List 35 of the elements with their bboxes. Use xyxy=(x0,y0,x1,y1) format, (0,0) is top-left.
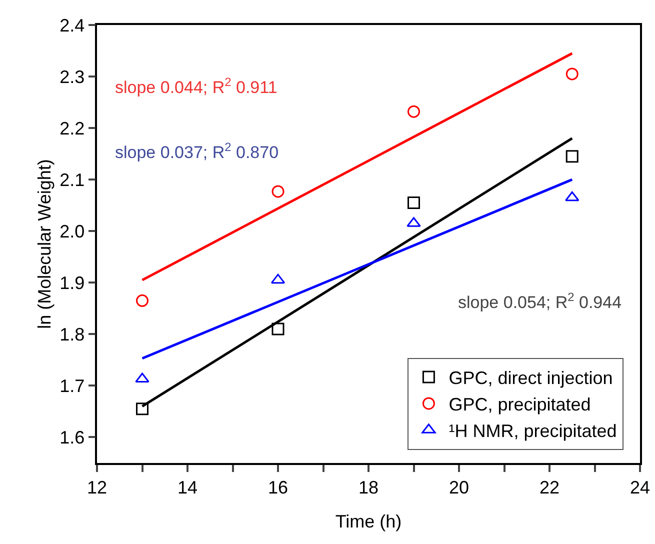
annotation: slope 0.044; R$^{2}$ 0.911 xyxy=(115,75,278,98)
legend-label: ¹H NMR, precipitated xyxy=(448,420,617,441)
x-axis-title: Time (h) xyxy=(335,512,402,532)
point xyxy=(408,196,420,210)
y-tick-label: 2.2 xyxy=(60,118,85,138)
y-tick-label: 2.0 xyxy=(60,221,85,242)
x-tick-label: 20 xyxy=(448,477,470,498)
point xyxy=(565,191,580,202)
y-tick-label: 1.8 xyxy=(60,324,85,344)
y-tick-label: 2.1 xyxy=(60,170,85,190)
annotation: slope 0.037; R$^{2}$ 0.870 xyxy=(115,140,279,162)
x-tick-label: 22 xyxy=(539,477,560,498)
x-tick-label: 24 xyxy=(630,477,650,498)
legend-label: GPC, precipitated xyxy=(448,394,591,414)
x-tick-label: 14 xyxy=(177,477,198,498)
point xyxy=(135,372,150,383)
point xyxy=(136,402,148,416)
legend-label: GPC, direct injection xyxy=(448,368,613,388)
y-tick-label: 1.6 xyxy=(60,428,85,448)
y-tick-label: 1.9 xyxy=(60,272,85,293)
y-tick-label: 1.7 xyxy=(60,376,85,396)
x-tick-label: 12 xyxy=(86,477,108,498)
y-axis-title: ln (Molecular Weight) xyxy=(34,159,54,329)
point xyxy=(136,294,148,307)
point xyxy=(566,68,578,80)
y-tick-label: 2.3 xyxy=(60,66,85,87)
x-tick-label: 16 xyxy=(268,477,288,498)
y-tick-label: 2.4 xyxy=(60,15,85,36)
point xyxy=(272,322,284,336)
point xyxy=(272,185,284,198)
point xyxy=(408,105,420,118)
annotation: slope 0.054; R$^{2}$ 0.944 xyxy=(458,290,622,312)
point xyxy=(270,274,286,284)
point xyxy=(566,150,578,163)
x-tick-label: 18 xyxy=(358,477,379,498)
